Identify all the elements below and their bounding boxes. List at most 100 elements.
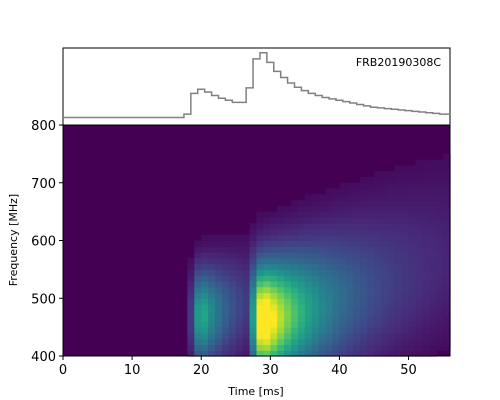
heatmap-cell xyxy=(409,229,417,235)
heatmap-cell xyxy=(422,235,430,241)
heatmap-cell xyxy=(388,275,396,281)
heatmap-cell xyxy=(346,246,354,252)
heatmap-cell xyxy=(236,298,244,304)
heatmap-cell xyxy=(194,275,202,281)
heatmap-cell xyxy=(409,189,417,195)
heatmap-cell xyxy=(367,212,375,218)
heatmap-cell xyxy=(291,252,299,258)
heatmap-cell xyxy=(312,344,320,350)
heatmap-cell xyxy=(236,287,244,293)
heatmap-cell xyxy=(360,310,368,316)
heatmap-cell xyxy=(415,246,423,252)
heatmap-cell xyxy=(215,321,223,327)
heatmap-cell xyxy=(360,327,368,333)
heatmap-cell xyxy=(436,212,444,218)
heatmap-cell xyxy=(263,258,271,264)
heatmap-cell xyxy=(270,217,278,223)
heatmap-cell xyxy=(333,339,341,345)
heatmap-cell xyxy=(333,246,341,252)
heatmap-cell xyxy=(229,235,237,241)
heatmap-cell xyxy=(263,316,271,322)
heatmap-cell xyxy=(270,281,278,287)
heatmap-cell xyxy=(409,269,417,275)
heatmap-cell xyxy=(443,165,451,171)
heatmap-cell xyxy=(429,252,437,258)
heatmap-cell xyxy=(333,298,341,304)
heatmap-cell xyxy=(250,281,258,287)
heatmap-cell xyxy=(291,333,299,339)
heatmap-cell xyxy=(388,344,396,350)
heatmap-cell xyxy=(277,217,285,223)
heatmap-cell xyxy=(402,269,410,275)
heatmap-cell xyxy=(201,327,209,333)
heatmap-cell xyxy=(284,235,292,241)
heatmap-cell xyxy=(333,223,341,229)
heatmap-cell xyxy=(201,321,209,327)
heatmap-cell xyxy=(339,292,347,298)
heatmap-cell xyxy=(250,316,258,322)
heatmap-cell xyxy=(346,333,354,339)
heatmap-cell xyxy=(215,339,223,345)
heatmap-cell xyxy=(284,212,292,218)
heatmap-cell xyxy=(298,344,306,350)
heatmap-cell xyxy=(270,327,278,333)
heatmap-cell xyxy=(194,252,202,258)
heatmap-cell xyxy=(429,171,437,177)
heatmap-cell xyxy=(353,252,361,258)
heatmap-cell xyxy=(187,304,195,310)
heatmap-cell xyxy=(415,298,423,304)
heatmap-cell xyxy=(243,333,251,339)
heatmap-cell xyxy=(312,275,320,281)
heatmap-cell xyxy=(291,316,299,322)
heatmap-cell xyxy=(346,264,354,270)
heatmap-cell xyxy=(298,229,306,235)
heatmap-cell xyxy=(222,275,230,281)
heatmap-cell xyxy=(208,281,216,287)
heatmap-cell xyxy=(305,333,313,339)
heatmap-cell xyxy=(319,264,327,270)
x-tick-label: 40 xyxy=(331,363,348,378)
heatmap-cell xyxy=(429,269,437,275)
heatmap-cell xyxy=(243,316,251,322)
heatmap-cell xyxy=(284,292,292,298)
heatmap-cell xyxy=(388,264,396,270)
heatmap-cell xyxy=(402,264,410,270)
heatmap-cell xyxy=(257,217,265,223)
heatmap-cell xyxy=(201,246,209,252)
heatmap-cell xyxy=(277,304,285,310)
heatmap-cell xyxy=(277,321,285,327)
heatmap-cell xyxy=(215,246,223,252)
heatmap-cell xyxy=(360,264,368,270)
heatmap-cell xyxy=(374,223,382,229)
heatmap-cell xyxy=(305,194,313,200)
heatmap-cell xyxy=(415,292,423,298)
heatmap-cell xyxy=(194,298,202,304)
heatmap-cell xyxy=(422,298,430,304)
heatmap-cell xyxy=(443,316,451,322)
heatmap-cell xyxy=(388,200,396,206)
heatmap-cell xyxy=(381,321,389,327)
heatmap-cell xyxy=(436,344,444,350)
heatmap-cell xyxy=(388,241,396,247)
heatmap-cell xyxy=(257,287,265,293)
heatmap-cell xyxy=(360,235,368,241)
heatmap-cell xyxy=(326,298,334,304)
heatmap-cell xyxy=(201,304,209,310)
heatmap-cell xyxy=(312,246,320,252)
heatmap-cell xyxy=(429,165,437,171)
heatmap-cell xyxy=(443,206,451,212)
heatmap-cell xyxy=(208,339,216,345)
heatmap-cell xyxy=(436,235,444,241)
heatmap-cell xyxy=(339,304,347,310)
heatmap-cell xyxy=(360,194,368,200)
heatmap-cell xyxy=(443,189,451,195)
heatmap-cell xyxy=(374,177,382,183)
heatmap-cell xyxy=(443,183,451,189)
heatmap-cell xyxy=(388,171,396,177)
heatmap-cell xyxy=(277,298,285,304)
heatmap-cell xyxy=(257,316,265,322)
heatmap-cell xyxy=(360,281,368,287)
heatmap-cell xyxy=(284,275,292,281)
heatmap-cell xyxy=(353,327,361,333)
heatmap-cell xyxy=(284,333,292,339)
